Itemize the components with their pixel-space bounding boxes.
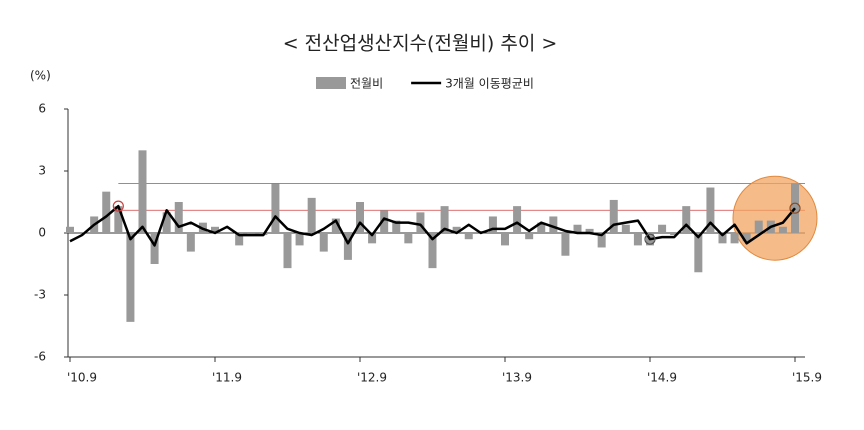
y-tick-label: 0	[38, 226, 46, 240]
point-marker	[789, 202, 801, 214]
bar	[754, 220, 763, 233]
bar	[138, 150, 147, 233]
bar	[150, 233, 159, 264]
chart-title: < 전산업생산지수(전월비) 추이 >	[283, 33, 558, 55]
bar	[271, 183, 280, 233]
bar	[537, 222, 546, 233]
y-tick-label: -3	[34, 288, 46, 302]
point-marker	[644, 233, 656, 245]
bar	[513, 206, 522, 233]
bar	[682, 206, 691, 233]
bar	[126, 233, 135, 322]
bar	[718, 233, 727, 244]
bar	[174, 202, 183, 233]
bar	[404, 233, 413, 244]
bar	[331, 218, 340, 233]
bar	[561, 233, 570, 256]
bar	[488, 216, 497, 233]
legend: 전월비 3개월 이동평균비	[316, 77, 534, 91]
bar	[307, 197, 316, 233]
bar	[380, 210, 389, 233]
bar	[162, 212, 171, 233]
bar	[416, 212, 425, 233]
bar	[658, 224, 667, 233]
bar	[319, 233, 328, 252]
bar	[633, 233, 642, 246]
y-tick-label: -6	[34, 350, 46, 364]
bar	[186, 233, 195, 252]
bar	[742, 233, 751, 242]
bar	[440, 206, 449, 233]
bar	[66, 226, 74, 233]
bar	[464, 233, 473, 240]
y-unit: (%)	[30, 69, 51, 83]
bar	[452, 226, 461, 233]
x-tick-label: '13.9	[502, 371, 532, 385]
bar	[114, 206, 123, 233]
bar	[730, 233, 739, 244]
bar	[283, 233, 292, 269]
bar	[368, 233, 377, 244]
bar	[609, 199, 618, 233]
x-tick-label: '10.9	[67, 371, 97, 385]
bar	[694, 233, 703, 273]
bar	[525, 233, 534, 240]
bar	[102, 191, 111, 233]
bar	[428, 233, 437, 269]
bar	[585, 228, 594, 233]
bar	[392, 220, 401, 233]
legend-swatch	[316, 77, 346, 89]
bar	[343, 233, 352, 260]
x-tick-label: '14.9	[647, 371, 677, 385]
legend-label: 3개월 이동평균비	[445, 77, 534, 91]
bar	[295, 233, 304, 246]
bar	[670, 233, 679, 236]
bar	[549, 216, 558, 233]
bar	[706, 187, 715, 233]
y-tick-label: 6	[38, 102, 46, 116]
bar	[573, 224, 582, 233]
x-tick-label: '12.9	[357, 371, 387, 385]
bar	[356, 202, 364, 233]
x-tick-label: '11.9	[212, 371, 242, 385]
legend-label: 전월비	[350, 77, 383, 91]
line	[69, 204, 796, 247]
bar	[211, 226, 219, 233]
y-tick-label: 3	[38, 164, 46, 178]
bar	[501, 233, 509, 246]
highlight	[732, 175, 818, 261]
bar	[621, 224, 630, 233]
point-marker	[112, 200, 124, 212]
bar	[597, 233, 606, 248]
x-tick-label: '15.9	[792, 371, 822, 385]
bar	[778, 226, 787, 233]
bar	[235, 233, 244, 246]
